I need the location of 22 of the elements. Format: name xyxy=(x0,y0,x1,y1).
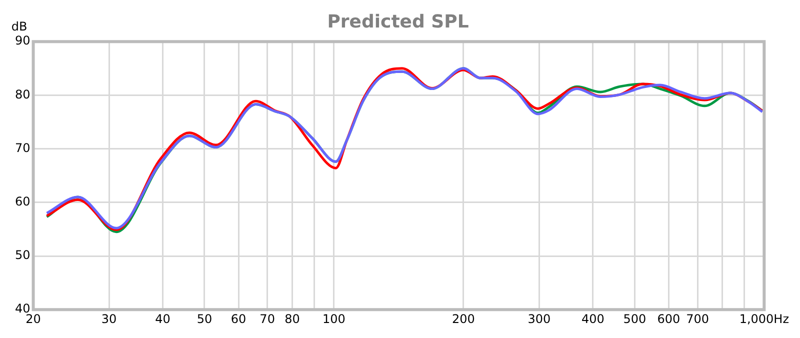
x-tick-label: 70 xyxy=(260,312,275,326)
x-tick-label: 30 xyxy=(101,312,117,326)
x-tick-label: 700 xyxy=(686,312,709,326)
y-tick-label: 80 xyxy=(14,87,30,102)
x-tick-label: 60 xyxy=(230,312,246,326)
x-tick-label: 50 xyxy=(196,312,212,326)
y-tick-label: 50 xyxy=(14,248,30,262)
x-tick-label: 300 xyxy=(528,312,551,326)
x-tick-label: 80 xyxy=(284,312,300,326)
chart-title: Predicted SPL xyxy=(327,11,469,32)
y-axis-title: dB xyxy=(11,20,28,34)
y-tick-label: 90 xyxy=(14,34,30,48)
x-tick-label: 40 xyxy=(155,312,170,326)
x-tick-label: 1,000Hz xyxy=(739,312,790,326)
y-tick-label: 60 xyxy=(14,194,30,209)
x-tick-label: 100 xyxy=(322,312,346,326)
x-tick-label: 20 xyxy=(26,312,41,326)
x-tick-label: 600 xyxy=(657,312,680,326)
x-tick-label: 200 xyxy=(452,312,475,326)
y-tick-label: 70 xyxy=(14,140,30,155)
x-tick-label: 400 xyxy=(582,312,604,326)
x-tick-label: 500 xyxy=(623,312,646,326)
